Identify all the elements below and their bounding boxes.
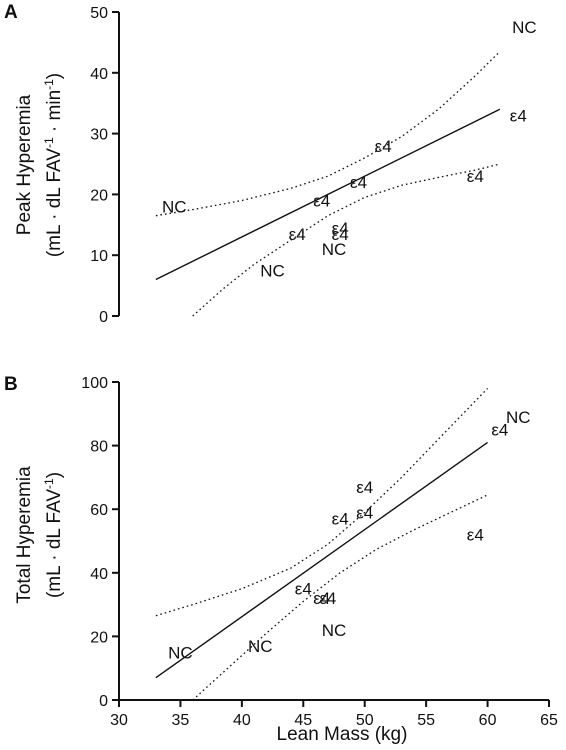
panel-b-data-point: NC <box>506 408 531 427</box>
panel-b-y-tick-label: 100 <box>81 375 108 392</box>
panel-a-y-tick-label: 10 <box>90 248 108 265</box>
panel-a-data-point: ε4 <box>375 137 392 156</box>
panel-b-x-tick-label: 55 <box>417 712 435 729</box>
panel-b-data-point: NC <box>168 643 193 662</box>
panel-a-data-point: ε4 <box>332 219 349 238</box>
panel-b-ylabel: Total Hyperemia (mL · dL FAV-1) <box>14 466 65 604</box>
panel-b-ci-upper <box>155 387 489 617</box>
x-axis-label: Lean Mass (kg) <box>277 724 408 745</box>
panel-a-y-tick-label: 40 <box>90 66 108 83</box>
panel-b-letter: B <box>4 374 18 395</box>
panel-a-ylabel: Peak Hyperemia (mL · dL FAV-1 · min-1) <box>14 73 65 257</box>
panel-b-x-tick-label: 30 <box>110 712 128 729</box>
panel-a-y-tick-label: 30 <box>90 127 108 144</box>
panel-b-data-point: ε4 <box>467 526 484 545</box>
panel-a-regression-line <box>155 108 501 281</box>
panel-b-y-tick-label: 60 <box>90 502 108 519</box>
panel-a-data-point: ε4 <box>313 191 330 210</box>
panel-a-data-point: ε4 <box>350 173 367 192</box>
panel-a-letter: A <box>4 2 18 23</box>
panel-b-ylabel-line2: (mL · dL FAV-1) <box>42 472 65 598</box>
panel-a-ylabel-line2: (mL · dL FAV-1 · min-1) <box>42 73 65 257</box>
panel-b-x-tick-label: 60 <box>479 712 497 729</box>
panel-b-data-point: ε4 <box>313 589 330 608</box>
panel-a-data-point: NC <box>322 240 347 259</box>
panel-a-y-tick-label: 20 <box>90 187 108 204</box>
panel-a-ci-lower <box>192 163 501 317</box>
panel-b-x-tick-label: 45 <box>294 712 312 729</box>
panel-b-x-tick-label: 40 <box>233 712 251 729</box>
panel-b-x-tick-label: 65 <box>540 712 558 729</box>
panel-a-data-point: NC <box>162 198 187 217</box>
panel-b-regression-line <box>155 441 488 679</box>
panel-a-y-tick-label: 50 <box>90 5 108 22</box>
panel-a-data-point: NC <box>512 18 537 37</box>
panel-a-data-point: NC <box>260 261 285 280</box>
panel-b-data-point: ε4 <box>356 478 373 497</box>
panel-b-data-point: NC <box>322 621 347 640</box>
panel-a-data-point: ε4 <box>510 106 527 125</box>
panel-b-data-point: ε4 <box>332 510 349 529</box>
panel-a-data-point: ε4 <box>289 225 306 244</box>
panel-b-y-tick-label: 80 <box>90 439 108 456</box>
panel-b-data-point: ε4 <box>491 421 508 440</box>
panel-b-y-tick-label: 0 <box>99 693 108 710</box>
panel-b-ylabel-line1: Total Hyperemia <box>14 466 35 604</box>
panel-a-y-tick-label: 0 <box>99 309 108 326</box>
panel-b-data-point: NC <box>248 637 273 656</box>
panel-b-y-tick-label: 40 <box>90 566 108 583</box>
panel-b-x-tick-label: 35 <box>172 712 190 729</box>
panel-b-data-point: ε4 <box>319 589 336 608</box>
panel-b-y-tick-label: 20 <box>90 629 108 646</box>
panel-a-data-point: ε4 <box>332 225 349 244</box>
panel-a-ylabel-line1: Peak Hyperemia <box>14 94 35 235</box>
panel-b-ci-lower <box>192 494 488 701</box>
panel-a-ci-upper <box>155 51 501 217</box>
panel-b-x-tick-label: 50 <box>356 712 374 729</box>
panel-a-data-point: ε4 <box>467 167 484 186</box>
panel-b-data-point: ε4 <box>356 503 373 522</box>
panel-b-data-point: ε4 <box>295 580 312 599</box>
